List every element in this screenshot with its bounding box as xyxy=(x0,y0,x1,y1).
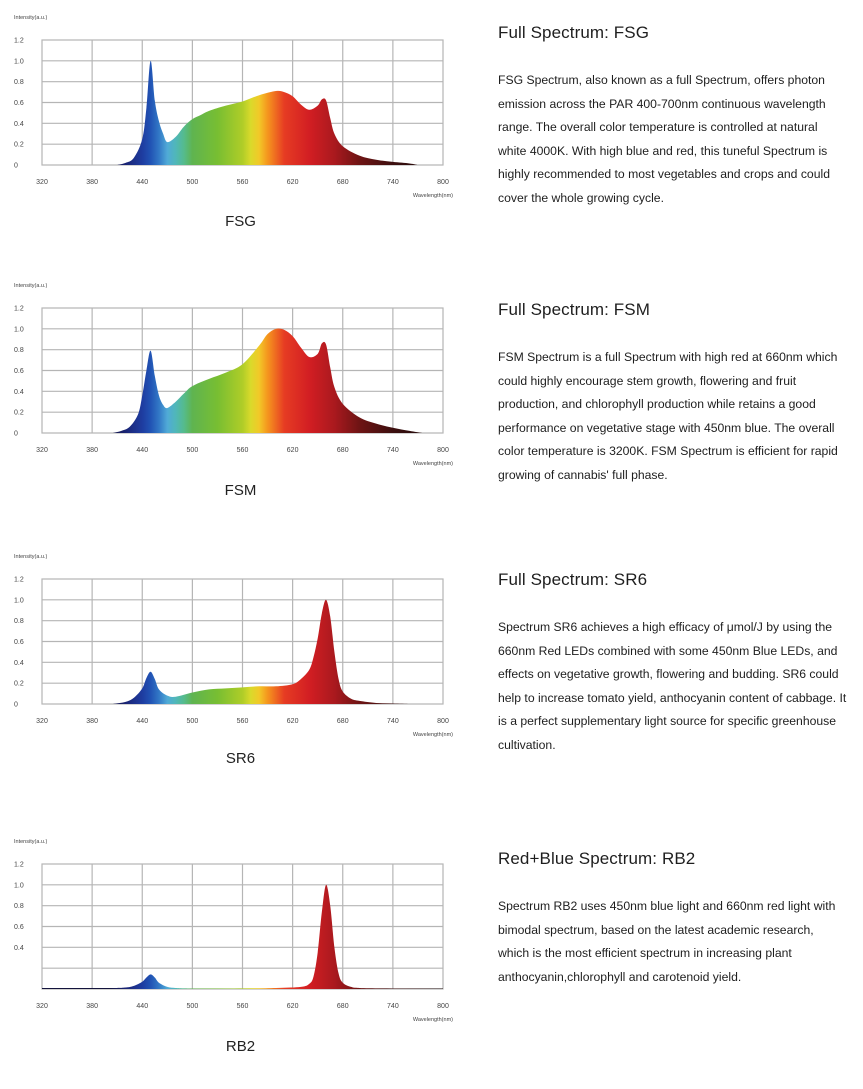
rb2-y-tick-label: 1.2 xyxy=(14,862,24,869)
rb2-y-tick-label: 1.0 xyxy=(14,882,24,889)
fsg-y-tick-label: 0.8 xyxy=(14,79,24,86)
fsm-y-tick-label: 1.0 xyxy=(14,326,24,333)
fsm-x-tick-label: 680 xyxy=(337,447,349,454)
sr6-y-tick-label: 1.2 xyxy=(14,577,24,584)
fsm-y-tick-label: 0.4 xyxy=(14,389,24,396)
sr6-x-axis-label: Wavelength(nm) xyxy=(413,732,453,738)
sr6-chart-caption: SR6 xyxy=(225,750,256,767)
sr6-spectrum-chart: 320 380 440 500 560 620 680 740 800 0 0.2 0.4 0.6 0.8… xyxy=(14,554,453,738)
fsm-y-tick-label: 0.2 xyxy=(14,410,24,417)
spectrum-section-rb2: 320 380 440 500 560 620 680 740 800 0.4 0.6 0.8 1.0 1… xyxy=(0,824,863,1089)
fsg-x-tick-label: 620 xyxy=(287,179,299,186)
rb2-chart-caption: RB2 xyxy=(225,1038,256,1055)
fsg-x-tick-label: 320 xyxy=(36,179,48,186)
rb2-x-tick-label: 500 xyxy=(187,1003,199,1010)
fsm-x-tick-label: 560 xyxy=(237,447,249,454)
fsg-spectrum-chart: 320 380 440 500 560 620 680 740 800 0 0.2 0.4 0.6 0.8… xyxy=(14,15,453,199)
fsg-spectrum-area xyxy=(117,60,418,165)
spectrum-section-fsm: 320 380 440 500 560 620 680 740 800 0 0.2 0.4 0.6 0.8… xyxy=(0,268,863,533)
sr6-spectrum-area xyxy=(113,599,410,704)
rb2-x-tick-label: 620 xyxy=(287,1003,299,1010)
fsg-chart-caption: FSG xyxy=(225,213,256,230)
fsg-x-tick-label: 800 xyxy=(437,179,449,186)
sr6-section-title: Full Spectrum: SR6 xyxy=(498,570,648,589)
fsm-x-tick-label: 800 xyxy=(437,447,449,454)
spectrum-section-fsg: 320 380 440 500 560 620 680 740 800 0 0.2 0.4 0.6 0.8… xyxy=(0,0,863,265)
fsg-y-tick-label: 0.4 xyxy=(14,121,24,128)
sr6-x-tick-label: 620 xyxy=(287,718,299,725)
fsg-x-tick-label: 560 xyxy=(237,179,249,186)
fsm-y-tick-label: 0 xyxy=(14,431,18,438)
fsm-y-tick-label: 0.6 xyxy=(14,368,24,375)
sr6-x-tick-label: 500 xyxy=(187,718,199,725)
fsm-section-title: Full Spectrum: FSM xyxy=(498,300,650,319)
fsg-y-tick-label: 0 xyxy=(14,163,18,170)
rb2-x-axis-label: Wavelength(nm) xyxy=(413,1017,453,1023)
fsm-x-tick-label: 740 xyxy=(387,447,399,454)
rb2-y-tick-label: 0.4 xyxy=(14,945,24,952)
fsg-y-tick-label: 1.0 xyxy=(14,58,24,65)
fsm-y-tick-label: 1.2 xyxy=(14,306,24,313)
sr6-y-tick-label: 0 xyxy=(14,702,18,709)
fsm-x-axis-label: Wavelength(nm) xyxy=(413,461,453,467)
sr6-x-tick-label: 560 xyxy=(237,718,249,725)
rb2-x-tick-label: 740 xyxy=(387,1003,399,1010)
sr6-y-tick-label: 0.6 xyxy=(14,639,24,646)
fsg-x-tick-label: 440 xyxy=(136,179,148,186)
fsm-x-tick-label: 440 xyxy=(136,447,148,454)
rb2-x-tick-label: 800 xyxy=(437,1003,449,1010)
fsm-y-tick-label: 0.8 xyxy=(14,347,24,354)
rb2-x-tick-label: 560 xyxy=(237,1003,249,1010)
fsm-section-description: FSM Spectrum is a full Spectrum with hig… xyxy=(498,350,838,482)
fsg-x-tick-label: 380 xyxy=(86,179,98,186)
fsg-x-tick-label: 740 xyxy=(387,179,399,186)
fsg-section-description: FSG Spectrum, also known as a full Spect… xyxy=(498,73,830,205)
sr6-x-tick-label: 800 xyxy=(437,718,449,725)
sr6-x-tick-label: 740 xyxy=(387,718,399,725)
sr6-y-axis-label: Intensity(a.u.) xyxy=(14,554,47,560)
spectrum-section-sr6: 320 380 440 500 560 620 680 740 800 0 0.2 0.4 0.6 0.8… xyxy=(0,539,863,804)
sr6-y-tick-label: 0.2 xyxy=(14,681,24,688)
fsg-y-axis-label: Intensity(a.u.) xyxy=(14,15,47,21)
rb2-y-tick-label: 0.8 xyxy=(14,903,24,910)
rb2-x-tick-label: 680 xyxy=(337,1003,349,1010)
rb2-section-title: Red+Blue Spectrum: RB2 xyxy=(498,849,696,868)
fsm-x-tick-label: 620 xyxy=(287,447,299,454)
fsm-spectrum-chart: 320 380 440 500 560 620 680 740 800 0 0.2 0.4 0.6 0.8… xyxy=(14,283,453,467)
rb2-x-tick-label: 320 xyxy=(36,1003,48,1010)
sr6-x-tick-label: 320 xyxy=(36,718,48,725)
sr6-section-description: Spectrum SR6 achieves a high efficacy of… xyxy=(498,620,847,752)
fsm-y-axis-label: Intensity(a.u.) xyxy=(14,283,47,289)
fsm-x-tick-label: 500 xyxy=(187,447,199,454)
fsg-x-tick-label: 500 xyxy=(187,179,199,186)
fsg-x-tick-label: 680 xyxy=(337,179,349,186)
sr6-y-tick-label: 0.8 xyxy=(14,618,24,625)
sr6-x-tick-label: 680 xyxy=(337,718,349,725)
sr6-y-tick-label: 0.4 xyxy=(14,660,24,667)
rb2-y-axis-label: Intensity(a.u.) xyxy=(14,839,47,845)
fsm-chart-caption: FSM xyxy=(224,482,257,499)
fsg-section-title: Full Spectrum: FSG xyxy=(498,23,650,42)
rb2-section-description: Spectrum RB2 uses 450nm blue light and 6… xyxy=(498,899,836,984)
sr6-y-tick-label: 1.0 xyxy=(14,597,24,604)
fsg-y-tick-label: 0.2 xyxy=(14,142,24,149)
rb2-y-tick-label: 0.6 xyxy=(14,924,24,931)
fsm-x-tick-label: 320 xyxy=(36,447,48,454)
fsm-spectrum-area xyxy=(113,328,423,433)
fsg-y-tick-label: 1.2 xyxy=(14,38,24,45)
sr6-x-tick-label: 380 xyxy=(86,718,98,725)
fsg-x-axis-label: Wavelength(nm) xyxy=(413,193,453,199)
rb2-x-tick-label: 440 xyxy=(136,1003,148,1010)
rb2-x-tick-label: 380 xyxy=(86,1003,98,1010)
fsm-x-tick-label: 380 xyxy=(86,447,98,454)
fsg-y-tick-label: 0.6 xyxy=(14,100,24,107)
sr6-x-tick-label: 440 xyxy=(136,718,148,725)
rb2-spectrum-chart: 320 380 440 500 560 620 680 740 800 0.4 0.6 0.8 1.0 1… xyxy=(14,839,453,1023)
